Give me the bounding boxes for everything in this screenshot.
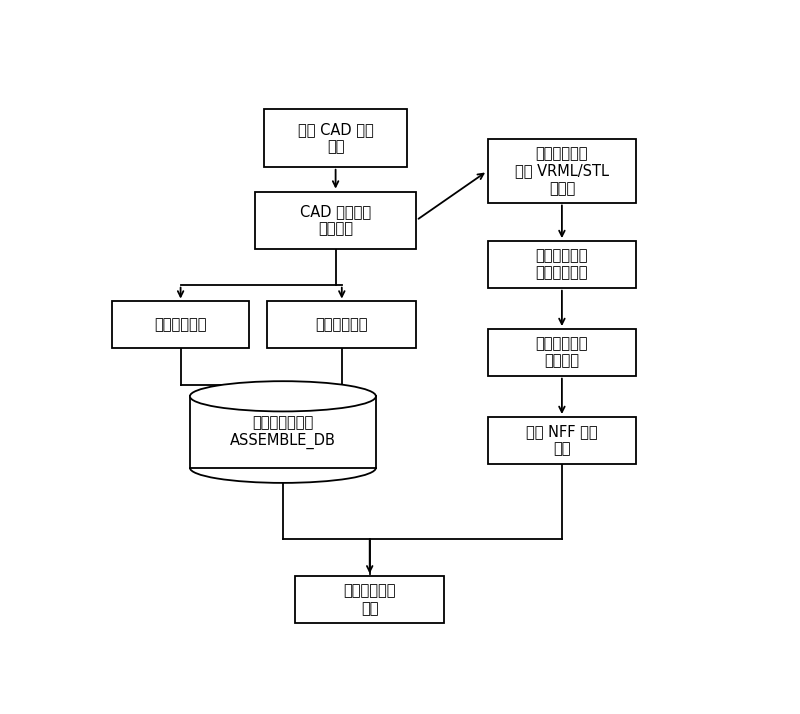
Text: 三角面片划分
生成 VRML/STL
等文件: 三角面片划分 生成 VRML/STL 等文件 [515,146,609,196]
Bar [487,241,636,288]
Text: 装配信息数据库
ASSEMBLE_DB: 装配信息数据库 ASSEMBLE_DB [230,416,336,449]
Bar [112,301,249,348]
Ellipse shape [190,381,376,411]
Bar [295,576,444,623]
Bar [264,109,407,167]
Bar [487,417,636,463]
Bar [255,191,416,249]
Text: 建立虚拟装配
环境: 建立虚拟装配 环境 [343,583,396,616]
Text: 获得拓扑信息: 获得拓扑信息 [154,317,207,332]
Text: 生成 NFF 格式
文件: 生成 NFF 格式 文件 [526,424,598,456]
Bar [487,139,636,203]
Bar [487,329,636,376]
Bar [267,301,416,348]
Text: CAD 系统二次
开发接口: CAD 系统二次 开发接口 [300,204,371,236]
Text: 获得装配信息: 获得装配信息 [315,317,368,332]
Text: 建立几何特征
与面片的映射: 建立几何特征 与面片的映射 [536,248,588,281]
Text: 导入 CAD 装配
模型: 导入 CAD 装配 模型 [298,121,374,154]
Text: 三角面片数据
转换借口: 三角面片数据 转换借口 [536,336,588,368]
